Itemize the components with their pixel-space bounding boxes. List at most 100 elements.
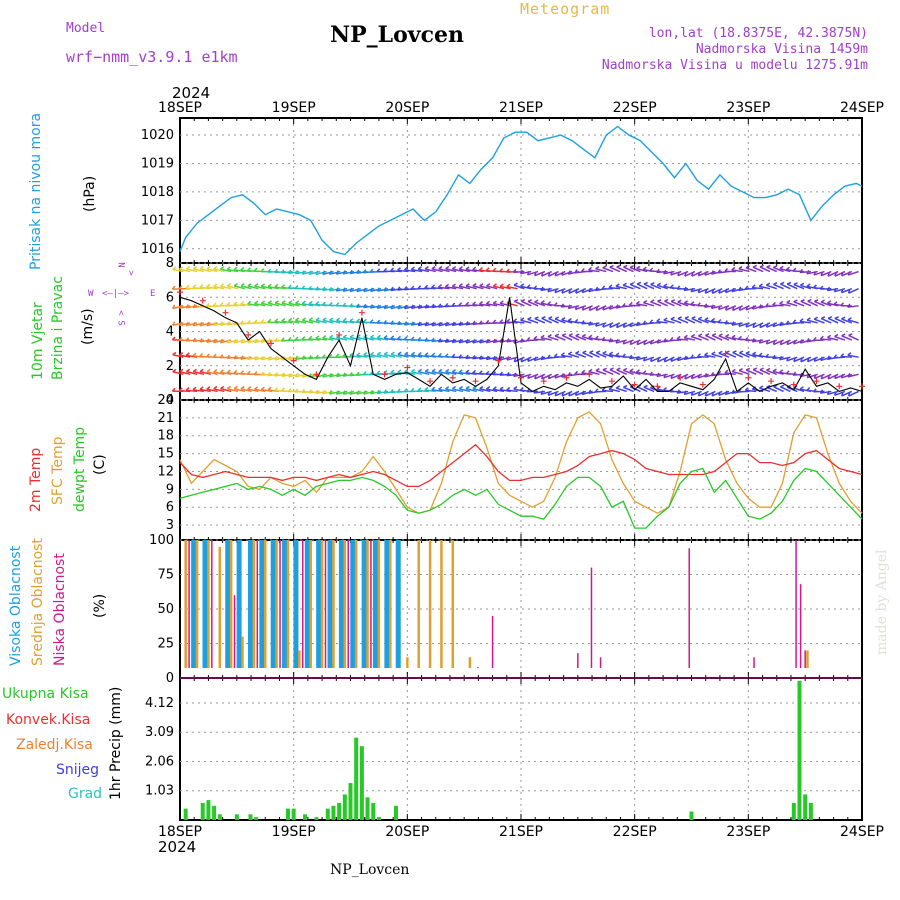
- wind-barb-head: [676, 389, 681, 394]
- wind-barb: [404, 305, 416, 310]
- wind-barb: [418, 322, 430, 327]
- cloud-low-bar: [370, 540, 372, 668]
- wind-barb-head: [192, 386, 197, 391]
- wind-barb-head: [362, 303, 367, 309]
- wind-barb-head: [308, 317, 313, 321]
- wind-barb-head: [765, 323, 769, 328]
- wind-barb: [541, 317, 553, 324]
- wind-barb: [745, 389, 757, 393]
- wind-barb: [629, 322, 641, 328]
- wind-barb: [615, 285, 627, 290]
- wind-barb: [848, 334, 859, 341]
- wind-barb: [793, 356, 805, 363]
- wind-barb-head: [478, 370, 483, 375]
- wind-barb-head: [376, 268, 381, 273]
- wind-barb: [438, 388, 450, 393]
- wind-barb-head: [622, 339, 626, 345]
- wind-barb-head: [492, 386, 497, 390]
- wind-barb: [800, 300, 812, 307]
- y-tick-label: 1017: [141, 213, 174, 228]
- wind-barb-head: [751, 338, 756, 343]
- wind-barb: [247, 356, 259, 361]
- wind-barb-head: [812, 336, 817, 341]
- wind-barb-head: [656, 268, 660, 273]
- wind-barb-head: [676, 356, 680, 361]
- wind-gust-marker: [631, 381, 638, 388]
- wind-barb: [302, 270, 314, 275]
- wind-barb: [691, 317, 703, 324]
- cloud-mid-bar: [417, 540, 420, 668]
- wind-barb-head: [663, 317, 668, 321]
- wind-barb: [581, 335, 593, 341]
- wind-barb-head: [274, 318, 279, 323]
- wind-barb: [608, 388, 621, 393]
- wind-barb-head: [574, 305, 578, 310]
- precip-bar: [234, 814, 239, 820]
- wind-barb-head: [833, 354, 838, 359]
- wind-barb-head: [383, 351, 388, 356]
- wind-barb-head: [833, 287, 837, 293]
- wind-barb-head: [281, 387, 285, 392]
- wind-barb: [342, 373, 355, 377]
- footer-label: NP_Lovcen: [330, 862, 410, 878]
- y-tick-label: 1020: [141, 128, 174, 143]
- cloud-mid-bar: [252, 540, 256, 668]
- wind-barb-head: [520, 298, 526, 302]
- wind-barb-head: [847, 317, 852, 321]
- wind-barb-head: [608, 337, 612, 343]
- wind-barb: [514, 300, 525, 307]
- wind-barb-head: [315, 354, 319, 359]
- wind-barb: [322, 390, 334, 395]
- wind-barb-head: [260, 283, 266, 287]
- y-tick-label: 1018: [141, 185, 174, 200]
- wind-barb-head: [506, 318, 511, 323]
- wind-barb: [227, 268, 239, 273]
- cloud-low-bar: [477, 666, 479, 668]
- wind-barb-head: [322, 335, 327, 339]
- wind-barb-head: [615, 339, 619, 344]
- wind-barb-head: [601, 336, 606, 341]
- wind-barb-head: [417, 387, 422, 392]
- wind-barb: [438, 286, 450, 290]
- wind-barb-head: [410, 368, 416, 373]
- x-date-label-bottom: 24SEP: [840, 824, 884, 840]
- wind-barb: [554, 335, 566, 341]
- wind-barb: [534, 301, 546, 307]
- wind-barb-head: [179, 352, 184, 356]
- wind-barb-head: [690, 333, 696, 338]
- wind-barb: [752, 368, 764, 375]
- wind-barb-head: [554, 316, 560, 320]
- wind-barb-head: [724, 320, 728, 325]
- wind-barb: [404, 353, 416, 358]
- wind-barb-head: [458, 321, 462, 326]
- wind-barb: [220, 322, 232, 326]
- wind-barb: [534, 270, 546, 277]
- wind-barb: [336, 270, 348, 275]
- wind-barb-head: [437, 303, 442, 308]
- wind-barb-head: [684, 316, 689, 319]
- wind-barb-head: [581, 306, 585, 311]
- cloud-high-bar: [259, 540, 265, 668]
- wind-barb-head: [752, 323, 756, 328]
- wind-barb-head: [656, 318, 661, 323]
- wind-barb-head: [704, 392, 708, 397]
- wind-barb-head: [609, 367, 614, 371]
- wind-barb-head: [274, 337, 278, 342]
- wind-barb-head: [547, 334, 552, 338]
- wind-barb: [780, 386, 791, 393]
- wind-barb-head: [417, 321, 421, 326]
- wind-barb: [704, 354, 716, 358]
- wind-barb: [288, 373, 300, 378]
- wind-barb: [479, 339, 491, 344]
- wind-barb: [609, 353, 621, 358]
- wind-barb: [356, 287, 368, 293]
- wind-barb: [664, 300, 675, 307]
- wind-barb: [506, 321, 518, 324]
- wind-barb-head: [471, 320, 476, 325]
- wind-barb-head: [752, 351, 757, 356]
- wind-barb: [772, 304, 784, 307]
- wind-barb-head: [342, 270, 346, 275]
- wind-barb-head: [212, 302, 217, 307]
- wind-barb: [588, 370, 600, 376]
- wind-barb-head: [751, 305, 755, 310]
